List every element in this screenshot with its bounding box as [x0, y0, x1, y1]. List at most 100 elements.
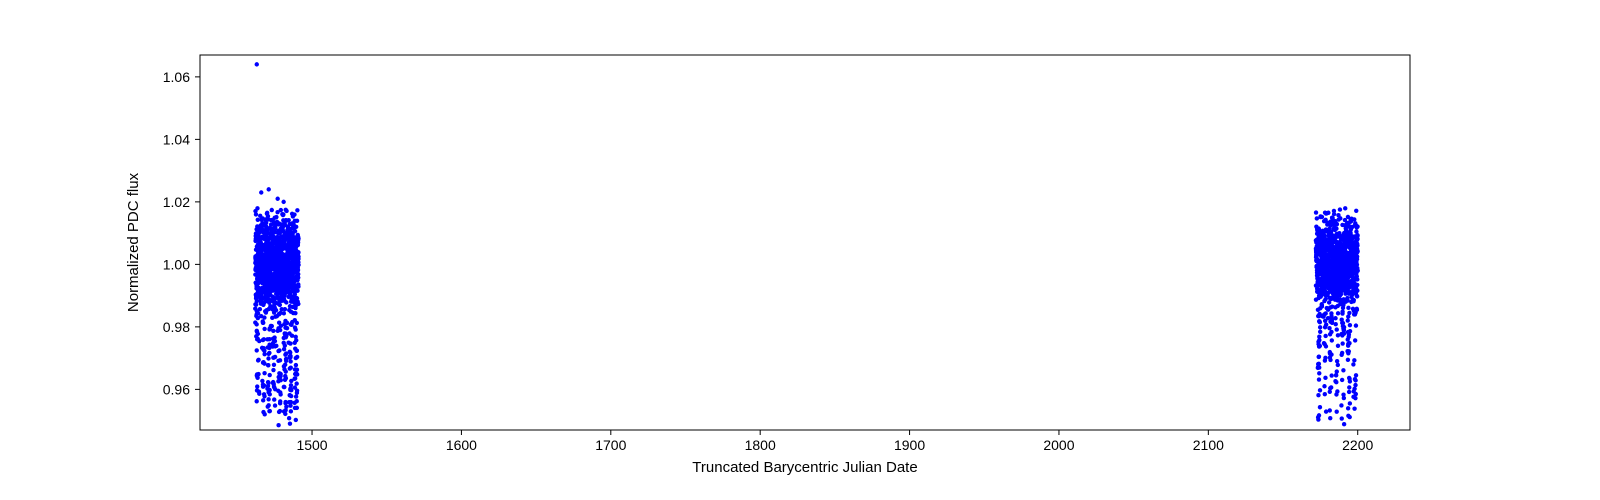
data-point: [293, 327, 297, 331]
data-point: [1348, 415, 1352, 419]
data-point: [295, 399, 299, 403]
data-point: [283, 363, 287, 367]
data-point: [296, 275, 300, 279]
data-point: [1339, 292, 1343, 296]
y-tick-label: 0.96: [163, 381, 190, 397]
data-point: [1320, 215, 1324, 219]
data-point: [290, 333, 294, 337]
data-point: [266, 356, 270, 360]
x-tick-label: 2100: [1193, 437, 1224, 453]
data-point: [1323, 392, 1327, 396]
data-point: [1316, 393, 1320, 397]
data-point: [295, 349, 299, 353]
data-point: [296, 263, 300, 267]
data-point: [1322, 384, 1326, 388]
data-point: [256, 332, 260, 336]
data-point: [1353, 378, 1357, 382]
data-point: [296, 302, 300, 306]
data-point: [1335, 359, 1339, 363]
data-point: [1346, 358, 1350, 362]
data-point: [257, 392, 261, 396]
data-point: [1336, 344, 1340, 348]
data-point: [289, 383, 293, 387]
data-point: [1336, 311, 1340, 315]
data-point: [1318, 325, 1322, 329]
data-point: [289, 400, 293, 404]
data-point: [1352, 387, 1356, 391]
data-point: [1347, 341, 1351, 345]
data-point: [1324, 322, 1328, 326]
data-point: [1314, 210, 1318, 214]
data-point: [284, 359, 288, 363]
data-point: [281, 200, 285, 204]
data-point: [1342, 325, 1346, 329]
x-tick-label: 1800: [745, 437, 776, 453]
data-point: [1335, 389, 1339, 393]
data-point: [1333, 316, 1337, 320]
lightcurve-chart: 150016001700180019002000210022000.960.98…: [0, 0, 1600, 500]
data-point: [287, 416, 291, 420]
data-point: [1354, 209, 1358, 213]
data-point: [1355, 268, 1359, 272]
data-point: [1329, 330, 1333, 334]
data-point: [1334, 226, 1338, 230]
data-point: [296, 250, 300, 254]
data-point: [278, 392, 282, 396]
data-point: [293, 311, 297, 315]
data-point: [1317, 377, 1321, 381]
data-point: [1351, 362, 1355, 366]
data-point: [1336, 363, 1340, 367]
data-point: [1354, 392, 1358, 396]
data-point: [1323, 334, 1327, 338]
data-point: [285, 321, 289, 325]
data-point: [1324, 311, 1328, 315]
data-point: [1330, 338, 1334, 342]
data-point: [1315, 216, 1319, 220]
data-point: [1355, 283, 1359, 287]
data-point: [1347, 390, 1351, 394]
data-point: [267, 187, 271, 191]
data-point: [259, 190, 263, 194]
data-point: [284, 405, 288, 409]
data-point: [1329, 385, 1333, 389]
data-point: [295, 289, 299, 293]
data-point: [271, 368, 275, 372]
x-tick-label: 1900: [894, 437, 925, 453]
data-point: [262, 394, 266, 398]
data-point: [293, 376, 297, 380]
data-point: [275, 197, 279, 201]
data-point: [262, 315, 266, 319]
y-tick-label: 1.00: [163, 256, 190, 272]
data-point: [1323, 356, 1327, 360]
data-point: [262, 371, 266, 375]
data-point: [284, 300, 288, 304]
data-point: [266, 381, 270, 385]
data-point: [1326, 211, 1330, 215]
data-point: [295, 388, 299, 392]
data-point: [288, 359, 292, 363]
data-point: [1352, 298, 1356, 302]
data-point: [294, 394, 298, 398]
data-point: [1346, 406, 1350, 410]
data-point: [1332, 212, 1336, 216]
data-point: [267, 388, 271, 392]
data-point: [294, 225, 298, 229]
data-point: [255, 376, 259, 380]
data-point: [1318, 320, 1322, 324]
data-point: [1341, 368, 1345, 372]
data-point: [1348, 379, 1352, 383]
data-point: [1348, 401, 1352, 405]
data-point: [295, 321, 299, 325]
data-point: [263, 412, 267, 416]
data-point: [1353, 338, 1357, 342]
data-point: [254, 322, 258, 326]
data-point: [262, 327, 266, 331]
data-point: [1354, 373, 1358, 377]
x-tick-label: 1500: [296, 437, 327, 453]
data-point: [1338, 216, 1342, 220]
data-point: [1317, 354, 1321, 358]
data-point: [255, 62, 259, 66]
data-point: [284, 369, 288, 373]
data-point: [1329, 373, 1333, 377]
data-point: [296, 236, 300, 240]
